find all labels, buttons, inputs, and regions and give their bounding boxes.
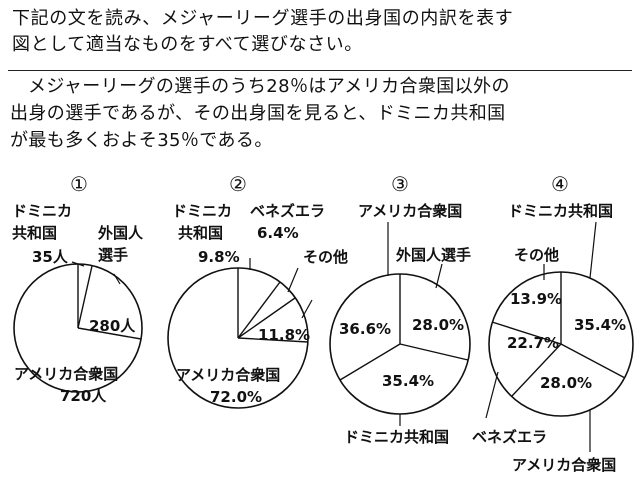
figure-3-slice-divider	[399, 343, 469, 361]
figure-2-slice-divider	[237, 337, 309, 343]
figure-4-number: ④	[551, 172, 569, 196]
figure-2-other-label: その他	[303, 248, 348, 266]
figure-4-dominican-label: ドミニカ共和国	[508, 202, 613, 220]
figure-4-leader-line	[589, 221, 597, 279]
figure-4-other-label: その他	[514, 246, 559, 264]
figure-2: ② ドミニカ 共和国 9.8% ベネズエラ 6.4% その他 11.8% アメリ…	[167, 172, 348, 409]
figure-2-number: ②	[229, 172, 247, 196]
figure-3-usa-value: 36.6%	[339, 320, 391, 338]
figure-3: ③ アメリカ合衆国 36.6% 外国人選手 28.0% 35.4% ドミニカ共和…	[329, 172, 471, 446]
figure-1-dominican-label: ドミニカ	[12, 202, 72, 220]
figure-3-number: ③	[391, 172, 409, 196]
passage-line-3: が最も多くおよそ35％である。	[10, 130, 273, 151]
figure-2-usa-label: アメリカ合衆国	[176, 366, 280, 384]
figure-4-leader-line	[485, 371, 499, 419]
figure-3-foreign-value: 28.0%	[412, 316, 464, 334]
figure-2-venezuela-value: 6.4%	[257, 224, 299, 242]
figure-4-slice-divider	[511, 343, 562, 397]
figure-1-dominican-value: 35人	[32, 248, 69, 266]
figure-2-other-value: 11.8%	[258, 326, 310, 344]
figure-2-slice-divider	[237, 297, 296, 339]
figure-3-dominican-value: 35.4%	[382, 372, 434, 390]
question-line-1: 下記の文を読み、メジャーリーグ選手の出身国の内訳を表す	[12, 8, 514, 29]
figure-2-venezuela-label: ベネズエラ	[250, 202, 325, 220]
figure-3-slice-divider	[339, 343, 401, 381]
figure-1-foreign-label: 選手	[98, 246, 128, 264]
figure-2-dominican-value: 9.8%	[198, 248, 240, 266]
figure-3-usa-label: アメリカ合衆国	[358, 202, 462, 220]
figure-1-foreign-label: 外国人	[97, 224, 144, 242]
figure-1-usa-value: 720人	[60, 387, 107, 405]
figure-4-venezuela-value: 22.7%	[507, 334, 559, 352]
figure-2-slice-divider	[237, 281, 281, 339]
passage-line-1: メジャーリーグの選手のうち28％はアメリカ合衆国以外の	[28, 76, 510, 97]
figure-1-number: ①	[70, 172, 88, 196]
figure-2-leader-line	[287, 267, 299, 293]
figure-4-other-value: 13.9%	[510, 290, 562, 308]
figure-1: ① ドミニカ 共和国 35人 外国人 選手 280人 アメリカ合衆国 720人	[12, 172, 144, 405]
figure-2-dominican-label: 共和国	[178, 224, 223, 242]
passage-line-2: 出身の選手であるが、その出身国を見ると、ドミニカ共和国	[10, 103, 506, 124]
figure-2-leader-line	[301, 299, 313, 319]
figure-2-usa-value: 72.0%	[210, 388, 262, 406]
figure-4-slice-divider	[560, 343, 626, 379]
figure-1-foreign-value: 280人	[89, 317, 136, 335]
figure-4-dominican-value: 35.4%	[574, 316, 626, 334]
figure-4-slice-divider	[491, 321, 562, 345]
divider-rule	[8, 70, 632, 71]
figure-1-leader-line	[71, 261, 85, 267]
figure-1-dominican-label: 共和国	[12, 224, 57, 242]
figure-1-slice-divider	[77, 327, 142, 340]
figure-2-dominican-label: ドミニカ	[172, 202, 232, 220]
figure-3-leader-line	[435, 263, 443, 289]
figure-1-usa-label: アメリカ合衆国	[14, 365, 118, 383]
figure-3-dominican-label: ドミニカ共和国	[344, 428, 449, 446]
question-line-2: 図として適当なものをすべて選びなさい。	[12, 34, 363, 55]
figure-3-foreign-label: 外国人選手	[395, 246, 471, 264]
figure-4-venezuela-label: ベネズエラ	[472, 428, 547, 446]
figure-1-slice-divider	[77, 265, 93, 329]
figure-1-leader-line	[113, 273, 121, 285]
figure-4: ④ ドミニカ共和国 35.4% その他 13.9% 22.7% ベネズエラ 28…	[472, 172, 634, 474]
figure-4-usa-value: 28.0%	[540, 374, 592, 392]
figure-4-usa-label: アメリカ合衆国	[512, 456, 616, 474]
